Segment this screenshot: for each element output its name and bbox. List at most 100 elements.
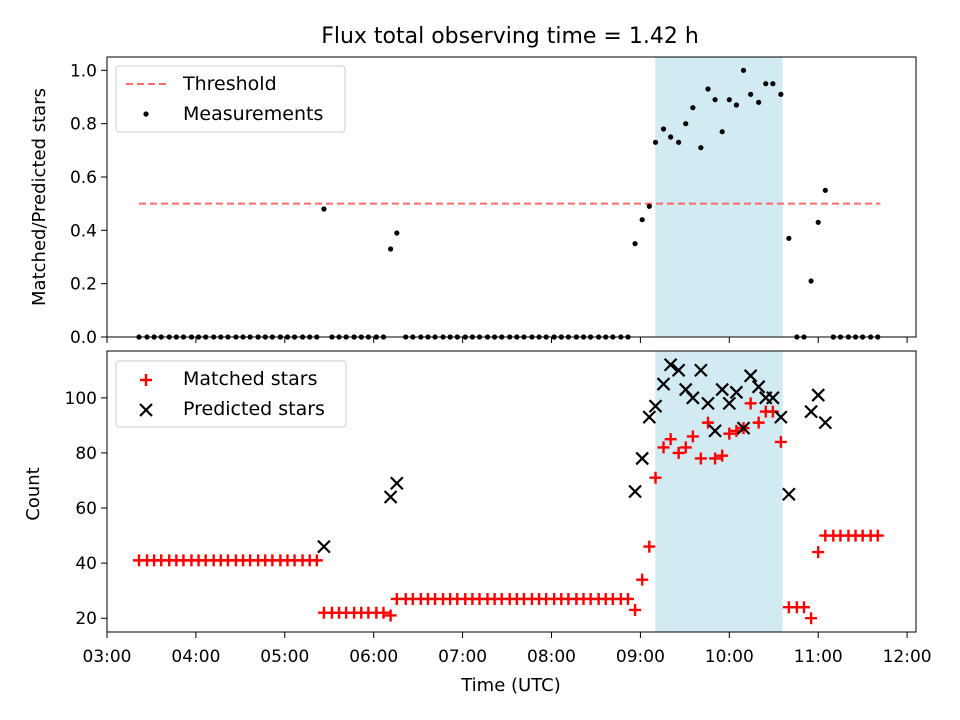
x-tick-label: 05:00: [260, 647, 309, 667]
predicted-star-point: [818, 415, 833, 430]
predicted-star-point: [751, 380, 766, 394]
predicted-star-point: [774, 410, 788, 424]
predicted-star-point: [686, 391, 700, 405]
measurement-point: [652, 139, 659, 145]
predicted-star-point: [390, 476, 404, 491]
matched-star-point: [636, 573, 649, 586]
top-y-axis-label: Matched/Predicted stars: [29, 88, 50, 306]
predicted-stars-points: [317, 357, 833, 554]
predicted-star-point: [701, 396, 715, 411]
matched-star-point: [657, 441, 670, 454]
matched-star-point: [664, 433, 677, 446]
legend-threshold-label: Threshold: [182, 73, 277, 95]
measurement-point: [733, 102, 740, 108]
predicted-star-point: [743, 369, 758, 383]
predicted-star-point: [642, 410, 657, 424]
matched-star-point: [716, 449, 729, 462]
bottom-legend-box: [115, 360, 347, 428]
bottom-panel: 20 40 60 80 100 03:00 04:00 05:00 06:00 07:00 08:…: [23, 350, 932, 696]
predicted-star-point: [715, 382, 729, 397]
matched-star-point: [871, 529, 884, 542]
predicted-star-point: [804, 404, 818, 419]
bottom-axes-frame: [106, 350, 917, 633]
measurement-point: [808, 278, 814, 284]
x-tick-label: 06:00: [349, 647, 398, 667]
top-y-ticks: 0.0 0.2 0.4 0.6 0.8 1.0: [70, 61, 107, 348]
measurement-point: [321, 206, 327, 212]
predicted-star-point: [663, 357, 678, 372]
top-y-tick-label: 0.6: [70, 168, 97, 188]
predicted-star-point: [736, 421, 751, 435]
matched-star-point: [643, 540, 656, 553]
measurement-point: [712, 97, 718, 103]
measurement-point: [719, 129, 725, 135]
measurement-point: [726, 97, 732, 103]
predicted-star-point: [708, 424, 722, 438]
predicted-star-point: [656, 377, 671, 391]
matched-star-point: [621, 592, 634, 605]
predicted-star-point: [628, 484, 642, 499]
predicted-star-point: [383, 490, 398, 504]
top-y-tick-label: 1.0: [70, 61, 97, 81]
matched-star-point: [629, 603, 642, 616]
predicted-star-point: [648, 399, 663, 413]
matched-star-point: [774, 435, 787, 448]
measurement-point: [646, 203, 652, 209]
top-y-tick-label: 0.8: [70, 115, 97, 135]
matched-star-point: [709, 452, 722, 465]
legend-predicted-label: Predicted stars: [183, 398, 325, 420]
bottom-y-tick-label: 60: [75, 499, 97, 519]
measurement-point: [778, 91, 784, 97]
measurement-point: [740, 67, 747, 73]
legend-matched-swatch: [140, 374, 152, 386]
top-axes-frame: [106, 56, 917, 338]
bottom-y-tick-label: 20: [75, 609, 97, 629]
matched-star-point: [744, 397, 757, 410]
measurement-point: [822, 187, 828, 193]
bottom-y-tick-label: 80: [75, 444, 97, 464]
x-tick-label: 11:00: [794, 647, 843, 667]
matched-star-point: [384, 609, 397, 622]
chart-title: Flux total observing time = 1.42 h: [321, 24, 699, 49]
predicted-star-point: [317, 539, 331, 554]
matched-star-point: [672, 446, 685, 459]
bottom-y-axis-label: Count: [23, 467, 44, 520]
measurement-point: [756, 99, 762, 105]
matched-star-point: [797, 601, 810, 614]
top-panel: 0.0 0.2 0.4 0.6 0.8 1.0 Threshold Measurement…: [29, 24, 917, 348]
predicted-star-point: [694, 363, 708, 378]
measurement-point: [705, 86, 711, 92]
bottom-y-tick-label: 100: [65, 389, 97, 409]
legend-measurements-swatch: [143, 111, 149, 117]
measurement-point: [763, 81, 769, 87]
top-legend-box: [115, 65, 346, 133]
matched-star-point: [694, 452, 707, 465]
legend-predicted-swatch: [139, 403, 153, 417]
x-tick-label: 09:00: [616, 647, 665, 667]
predicted-star-point: [722, 396, 737, 411]
bottom-legend: Matched stars Predicted stars: [115, 360, 347, 428]
predicted-star-point: [671, 363, 686, 378]
x-tick-label: 03:00: [83, 647, 132, 667]
measurement-point: [632, 241, 638, 247]
x-tick-label: 10:00: [705, 647, 754, 667]
measurement-point: [639, 217, 645, 223]
predicted-star-point: [782, 487, 796, 502]
matched-star-point: [723, 427, 736, 440]
matched-star-point: [310, 554, 323, 567]
legend-measurements-label: Measurements: [183, 103, 323, 125]
matched-stars-points: [133, 397, 884, 625]
legend-matched-label: Matched stars: [183, 368, 317, 390]
measurement-point: [770, 81, 776, 87]
matched-star-point: [805, 612, 818, 625]
matched-star-point: [649, 471, 662, 484]
matched-star-point: [752, 416, 765, 429]
measurement-point: [660, 126, 667, 132]
measurement-point: [690, 105, 696, 111]
bottom-x-ticks: 03:00 04:00 05:00 06:00 07:00 08:00 09:00 10:00…: [83, 632, 932, 667]
measurement-point: [676, 139, 682, 145]
top-y-tick-label: 0.4: [70, 221, 97, 241]
bottom-y-tick-label: 40: [75, 554, 97, 574]
x-tick-label: 04:00: [171, 647, 220, 667]
